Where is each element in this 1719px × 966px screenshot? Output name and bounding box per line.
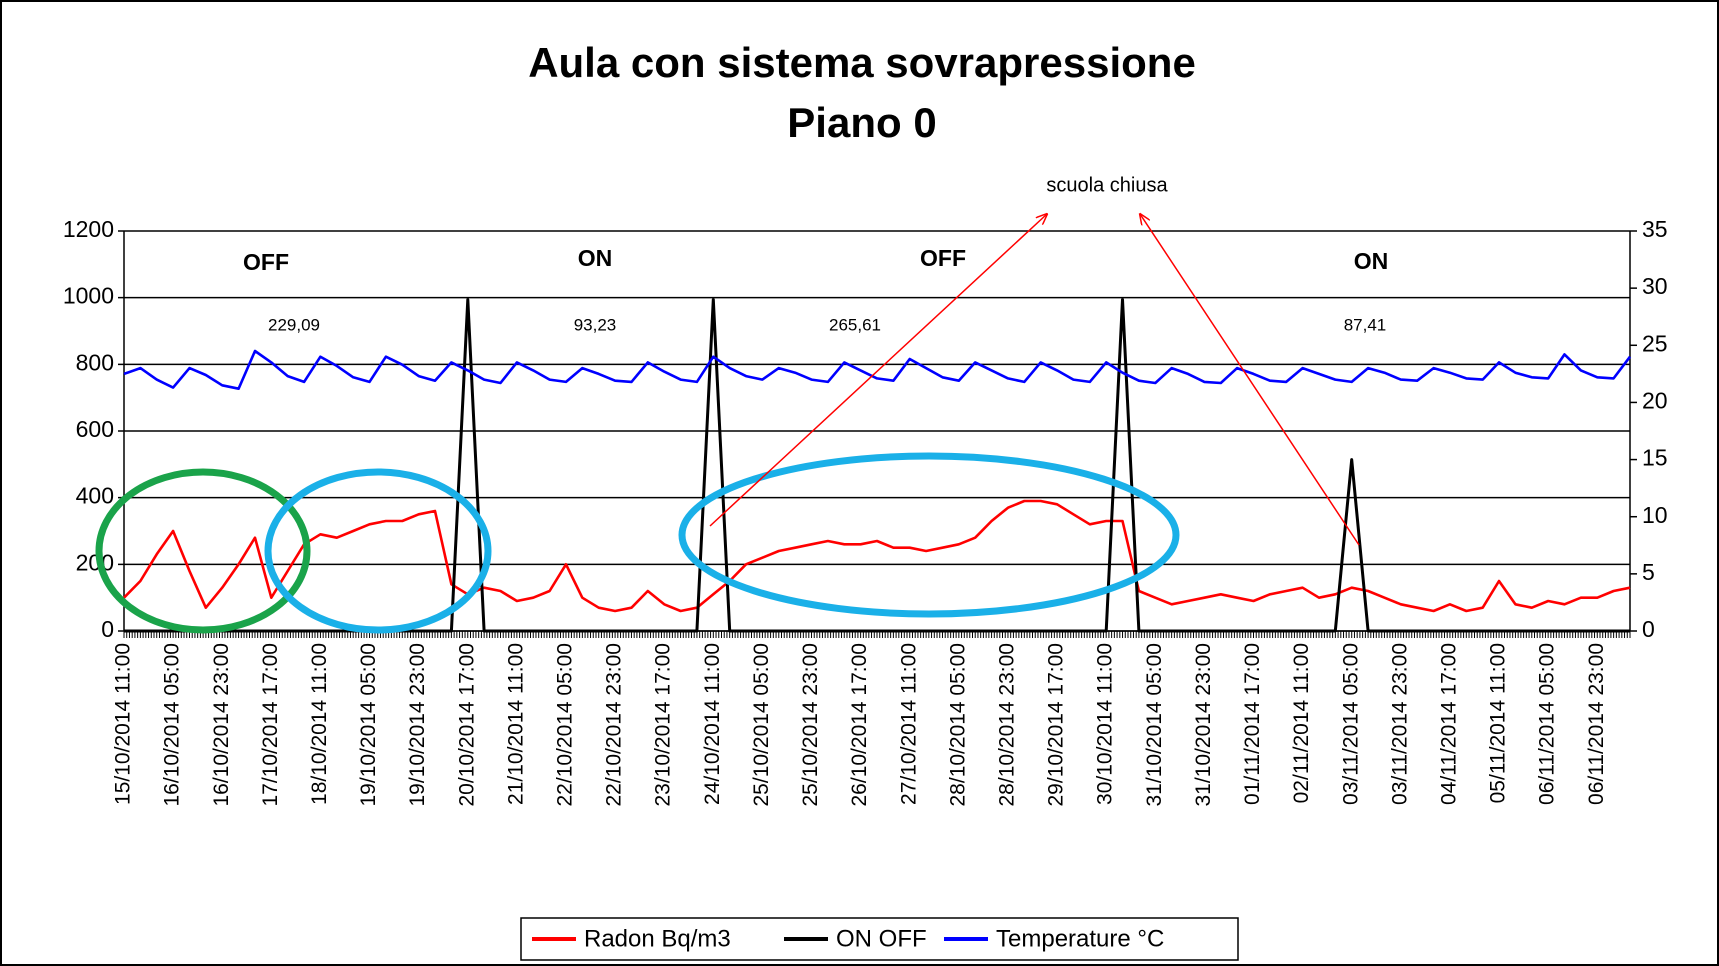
x-tick-label: 20/10/2014 17:00 <box>455 643 478 807</box>
arrow <box>709 214 1047 527</box>
x-tick-label: 28/10/2014 05:00 <box>946 643 969 807</box>
y2-tick-label: 25 <box>1642 330 1668 356</box>
x-tick-label: 31/10/2014 23:00 <box>1192 643 1215 807</box>
x-tick-label: 06/11/2014 05:00 <box>1536 643 1559 805</box>
x-tick-label: 27/10/2014 11:00 <box>897 643 920 805</box>
y-tick-label: 800 <box>76 349 114 375</box>
legend-entries: Radon Bq/m3 ON OFF Temperature °C <box>532 925 1164 952</box>
x-tick-label: 30/10/2014 11:00 <box>1094 643 1117 805</box>
annotation: scuola chiusa <box>1046 174 1168 196</box>
x-tick-label: 19/10/2014 05:00 <box>357 643 380 807</box>
x-tick-label: 02/11/2014 11:00 <box>1290 643 1313 803</box>
x-tick-label: 17/10/2014 17:00 <box>259 643 282 807</box>
annotation: OFF <box>243 249 289 275</box>
plot-area: 0 200 400 600 800 1000 1200 0 5 10 15 20 25 30 35 15/10… <box>63 216 1668 806</box>
y2-tick-label: 10 <box>1642 502 1668 528</box>
legend <box>520 917 1239 961</box>
x-tick-label: 16/10/2014 23:00 <box>210 643 233 807</box>
arrow <box>1140 214 1360 546</box>
x-tick-label: 06/11/2014 23:00 <box>1585 643 1608 805</box>
x-tick-label: 23/10/2014 17:00 <box>652 643 675 807</box>
annotation: OFF <box>920 245 966 271</box>
y2-tick-label: 30 <box>1642 273 1668 299</box>
chart-subtitle: Piano 0 <box>787 99 936 146</box>
x-tick-label: 04/11/2014 17:00 <box>1437 643 1460 805</box>
x-tick-label: 03/11/2014 05:00 <box>1339 643 1362 805</box>
x-tick-label: 15/10/2014 11:00 <box>112 643 135 805</box>
annotation: 265,61 <box>829 315 881 334</box>
x-tick-label: 03/11/2014 23:00 <box>1388 643 1411 805</box>
x-tick-label: 19/10/2014 23:00 <box>406 643 429 807</box>
x-tick-label: 22/10/2014 05:00 <box>554 643 577 807</box>
y2-tick-label: 20 <box>1642 388 1668 414</box>
y-tick-label: 400 <box>76 483 114 509</box>
x-tick-label: 01/11/2014 17:00 <box>1241 643 1264 805</box>
x-tick-label: 05/11/2014 11:00 <box>1487 643 1510 803</box>
legend-label: ON OFF <box>836 925 927 952</box>
y-tick-label: 600 <box>76 416 114 442</box>
y2-tick-label: 35 <box>1642 216 1668 242</box>
y2-tick-label: 5 <box>1642 559 1655 585</box>
highlight-ellipse <box>678 452 1180 618</box>
y-tick-label: 1200 <box>63 216 114 242</box>
highlights <box>95 214 1360 634</box>
y2-tick-label: 0 <box>1642 616 1655 642</box>
chart-title: Aula con sistema sovrapressione <box>528 39 1196 86</box>
x-tick-label: 16/10/2014 05:00 <box>161 643 184 807</box>
x-tick-label: 18/10/2014 11:00 <box>308 643 331 805</box>
x-tick-label: 29/10/2014 17:00 <box>1045 643 1068 807</box>
highlight-ellipse <box>95 468 311 634</box>
annotation: 87,41 <box>1344 315 1387 334</box>
series-line <box>123 499 1631 613</box>
x-tick-label: 21/10/2014 11:00 <box>504 643 527 805</box>
y-tick-label: 200 <box>76 549 114 575</box>
x-tick-label: 31/10/2014 05:00 <box>1143 643 1166 807</box>
annotation: ON <box>578 245 613 271</box>
x-tick-label: 26/10/2014 17:00 <box>848 643 871 807</box>
x-tick-label: 25/10/2014 05:00 <box>750 643 773 807</box>
series-line <box>123 349 1632 391</box>
x-tick-label: 25/10/2014 23:00 <box>799 643 822 807</box>
annotation: 93,23 <box>574 315 617 334</box>
legend-label: Radon Bq/m3 <box>584 925 731 952</box>
x-tick-label: 22/10/2014 23:00 <box>603 643 626 807</box>
y-tick-label: 0 <box>101 616 114 642</box>
y-tick-label: 1000 <box>63 283 114 309</box>
legend-label: Temperature °C <box>996 925 1164 952</box>
x-tick-label: 28/10/2014 23:00 <box>996 643 1019 807</box>
annotation: 229,09 <box>268 315 320 334</box>
y2-tick-label: 15 <box>1642 445 1668 471</box>
highlight-ellipse <box>264 468 492 634</box>
annotation: ON <box>1354 248 1389 274</box>
x-tick-label: 24/10/2014 11:00 <box>701 643 724 805</box>
